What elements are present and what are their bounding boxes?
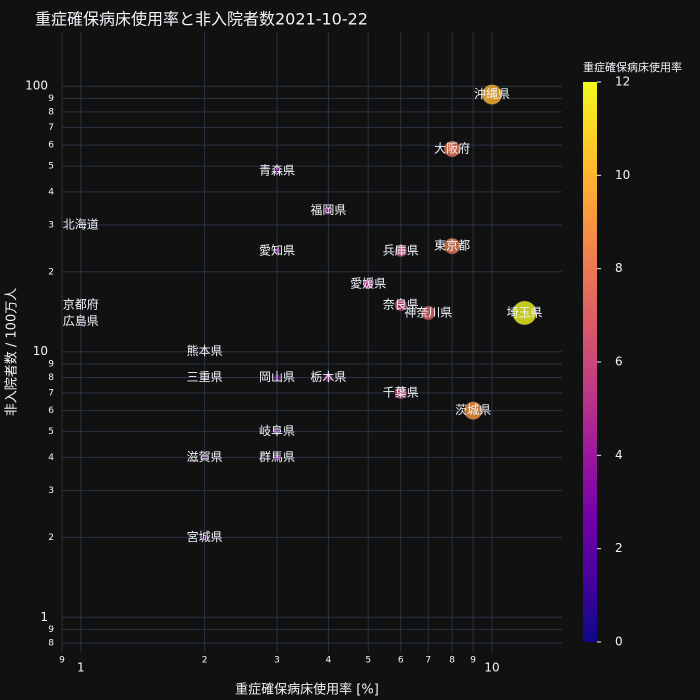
point-label: 愛知県 [259,243,295,257]
point-label: 北海道 [63,217,99,232]
y-tick-label: 2 [48,267,54,277]
point [273,428,281,435]
point [421,305,436,321]
point-label: 兵庫県 [383,243,419,257]
colorbar-tick-label: 4 [615,448,623,462]
point-label: 青森県 [259,162,295,177]
point-label: 岐阜県 [259,424,295,438]
colorbar-tick-label: 2 [615,541,623,555]
point [362,278,374,290]
point [512,300,537,326]
colorbar-tick-label: 6 [615,355,623,369]
y-tick-label: 9 [48,625,54,635]
point [443,237,461,255]
x-tick-label: 1 [77,661,85,675]
point-label: 奈良県 [383,296,419,311]
y-tick-label: 6 [48,406,54,416]
y-axis-title: 非入院者数 / 100万人 [5,288,20,416]
point [463,401,483,420]
colorbar [583,82,597,642]
point [481,84,503,105]
point-label: 宮城県 [187,529,223,544]
point [394,298,408,312]
x-tick-label: 6 [398,656,404,666]
y-tick-label: 9 [48,94,54,104]
point-label: 東京都 [434,239,470,253]
colorbar-tick-label: 8 [615,261,623,275]
x-tick-label: 9 [470,656,476,666]
x-tick-label: 8 [449,656,455,666]
colorbar-tick-label: 0 [615,635,623,649]
point-label: 熊本県 [187,343,223,358]
point [202,349,207,354]
y-tick-label: 3 [48,221,54,231]
point-label: 群馬県 [259,450,295,464]
x-tick-label: 4 [326,656,332,666]
point [273,454,281,461]
point-label: 沖縄県 [474,86,510,101]
point [324,206,333,215]
y-tick-label: 2 [48,533,54,543]
colorbar-tick-label: 10 [615,168,630,182]
point [79,320,83,323]
point [273,374,281,381]
x-tick-label: 5 [365,656,371,666]
point-label: 滋賀県 [187,450,223,464]
point [394,244,408,258]
point-label: 千葉県 [383,385,419,399]
y-tick-label: 7 [48,123,54,133]
x-axis-title: 重症確保病床使用率 [%] [235,682,379,698]
point-label: 岡山県 [259,370,295,384]
y-tick-label: 6 [48,141,54,151]
point-label: 広島県 [63,313,99,328]
x-tick-label: 9 [59,656,65,666]
point-label: 京都府 [63,296,99,311]
y-tick-label: 4 [48,453,54,463]
y-tick-label: 3 [48,486,54,496]
point [79,223,83,227]
y-tick-label: 5 [48,427,54,437]
point-label: 愛媛県 [350,276,386,290]
point [79,303,83,307]
point-label: 茨城県 [455,403,491,417]
x-tick-label: 10 [484,661,499,675]
y-tick-label: 8 [48,373,54,383]
point [273,247,281,255]
point [324,373,333,382]
x-tick-label: 2 [202,656,208,666]
y-tick-label: 8 [48,639,54,649]
point [202,535,207,540]
y-tick-label: 9 [48,359,54,369]
x-tick-label: 7 [425,656,431,666]
point [273,167,281,175]
y-tick-label: 5 [48,162,54,172]
y-tick-label: 100 [25,79,48,93]
y-tick-label: 10 [33,344,48,358]
x-tick-label: 3 [274,656,280,666]
y-tick-label: 4 [48,187,54,197]
point [202,375,207,380]
point-label: 三重県 [187,370,223,384]
point [202,455,207,460]
point-label: 埼玉県 [507,305,543,319]
point-label: 大阪府 [434,141,470,156]
point [394,386,408,400]
y-tick-label: 1 [40,610,48,624]
colorbar-tick-label: 12 [615,75,630,89]
colorbar-title: 重症確保病床使用率 [583,60,682,74]
y-tick-label: 7 [48,388,54,398]
point [443,140,461,158]
point-label: 神奈川県 [404,305,452,319]
point-label: 福岡県 [310,202,346,217]
chart-title: 重症確保病床使用率と非入院者数2021-10-22 [35,10,368,29]
y-tick-label: 8 [48,107,54,117]
point-label: 栃木県 [310,370,346,384]
